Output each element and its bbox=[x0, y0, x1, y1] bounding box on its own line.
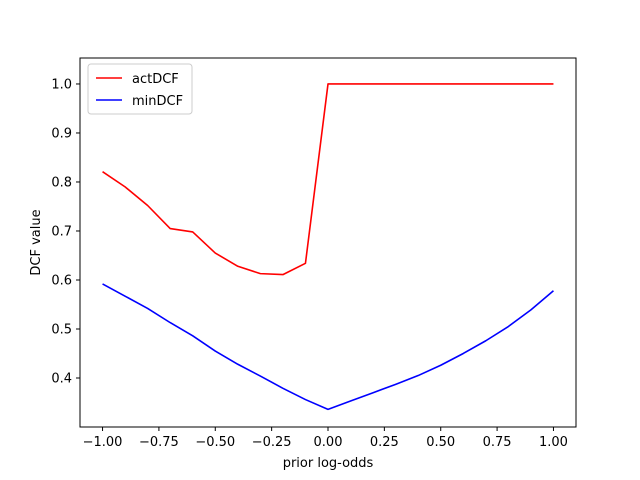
series-line-actdcf bbox=[102, 83, 554, 276]
x-axis-label: prior log-odds bbox=[283, 456, 374, 471]
x-tick-label: 0.50 bbox=[426, 435, 455, 450]
y-axis: 0.4 0.5 0.6 0.7 0.8 0.9 1.0 bbox=[51, 77, 80, 386]
y-tick-label: 0.7 bbox=[51, 224, 72, 239]
y-tick-label: 0.9 bbox=[51, 126, 72, 141]
y-tick-label: 1.0 bbox=[51, 77, 72, 92]
series-line-mindcf bbox=[102, 283, 554, 411]
x-tick-label: 0.75 bbox=[483, 435, 512, 450]
y-tick-label: 0.8 bbox=[51, 175, 72, 190]
x-axis: −1.00 −0.75 −0.50 −0.25 0.00 0.25 0.50 0.75 1.00 bbox=[83, 427, 568, 450]
y-tick-label: 0.6 bbox=[51, 273, 72, 288]
y-tick-label: 0.5 bbox=[51, 322, 72, 337]
x-tick-label: −0.25 bbox=[252, 435, 292, 450]
series-layer bbox=[102, 83, 554, 411]
legend: actDCF minDCF bbox=[87, 63, 193, 115]
x-tick-label: 1.00 bbox=[539, 435, 568, 450]
x-tick-label: 0.25 bbox=[370, 435, 399, 450]
x-tick-label: 0.00 bbox=[314, 435, 343, 450]
x-tick-label: −0.75 bbox=[139, 435, 179, 450]
y-tick-label: 0.4 bbox=[51, 371, 72, 386]
x-tick-label: −0.50 bbox=[195, 435, 235, 450]
x-tick-label: −1.00 bbox=[83, 435, 123, 450]
y-axis-label: DCF value bbox=[29, 209, 44, 275]
legend-label-mindcf: minDCF bbox=[132, 94, 183, 109]
legend-label-actdcf: actDCF bbox=[132, 72, 179, 87]
legend-box bbox=[87, 63, 193, 115]
